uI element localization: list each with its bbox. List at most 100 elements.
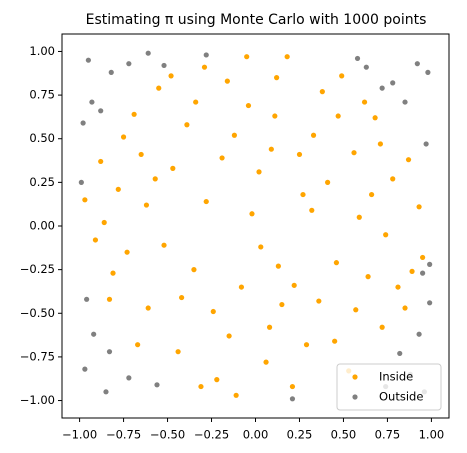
point [82, 366, 88, 372]
point [161, 242, 167, 248]
point [300, 191, 306, 198]
point [103, 389, 109, 395]
point [101, 219, 107, 226]
x-tick-label: −0.50 [150, 428, 185, 442]
point [249, 211, 255, 217]
point [152, 176, 158, 182]
y-tick-label: 0.50 [29, 131, 55, 145]
point [224, 78, 230, 84]
point [198, 383, 204, 390]
point [210, 308, 216, 315]
point [279, 301, 285, 308]
point [266, 324, 273, 330]
x-tick-label: 0.75 [375, 428, 401, 442]
point [272, 113, 278, 119]
point [379, 85, 385, 91]
point [423, 141, 429, 147]
point [154, 382, 160, 388]
point [275, 263, 281, 269]
point [369, 191, 375, 198]
y-tick-label: 1.00 [29, 44, 55, 58]
point [126, 61, 132, 67]
point [170, 165, 176, 171]
legend-marker [352, 374, 358, 380]
point [233, 392, 239, 398]
point [245, 102, 252, 109]
point [390, 80, 396, 86]
y-tick-label: −1.00 [20, 393, 55, 407]
point [80, 120, 86, 126]
legend: Inside Outside [336, 363, 442, 411]
point [214, 377, 220, 383]
point [316, 298, 322, 304]
point [409, 268, 415, 274]
point [361, 99, 368, 105]
point [416, 204, 422, 210]
point [356, 214, 362, 220]
point [143, 202, 150, 208]
y-tick-label: 0.25 [29, 175, 55, 189]
point [296, 151, 303, 158]
point [193, 99, 199, 105]
point [372, 115, 378, 121]
legend-box [336, 363, 442, 411]
point [120, 134, 127, 140]
point [92, 237, 99, 243]
point [106, 296, 113, 302]
point [365, 274, 371, 280]
y-tick-label: −0.75 [20, 349, 55, 363]
point [226, 333, 232, 339]
point [231, 132, 237, 138]
point [131, 111, 137, 117]
point [395, 284, 401, 290]
point [414, 61, 420, 67]
point [427, 261, 433, 267]
point [383, 232, 389, 238]
plot-frame [61, 33, 450, 419]
x-tick-label: 0.25 [287, 428, 313, 442]
point [268, 146, 274, 152]
x-tick-label: 0.50 [331, 428, 357, 442]
point [91, 331, 97, 337]
point [377, 141, 383, 147]
point [179, 294, 185, 301]
point [138, 151, 144, 158]
point [427, 300, 433, 306]
point [110, 270, 116, 276]
point [351, 150, 357, 156]
point [115, 186, 121, 192]
y-tick-label: −0.50 [20, 306, 55, 320]
x-tick-label: −0.25 [194, 428, 229, 442]
point [289, 396, 296, 402]
point [325, 179, 331, 185]
legend-label: Outside [379, 390, 423, 404]
point [244, 54, 250, 60]
point [156, 85, 162, 91]
point [354, 55, 361, 62]
point [291, 282, 297, 288]
point [108, 69, 114, 75]
point [238, 284, 245, 290]
legend-label: Inside [379, 370, 413, 384]
point [203, 52, 209, 58]
point [335, 113, 341, 119]
legend-marker [352, 394, 358, 400]
point [184, 122, 190, 128]
point [161, 62, 167, 69]
point [402, 305, 408, 311]
point [145, 50, 151, 56]
point [263, 359, 269, 365]
x-tick-label: 1.00 [419, 428, 445, 442]
point [303, 342, 310, 348]
point [363, 64, 369, 70]
x-tick-label: −0.75 [106, 428, 141, 442]
point [258, 244, 264, 250]
point [82, 197, 88, 203]
point [405, 157, 412, 163]
point [145, 305, 151, 311]
point [124, 249, 130, 255]
point [284, 54, 290, 60]
point [89, 99, 95, 105]
point [425, 69, 431, 75]
